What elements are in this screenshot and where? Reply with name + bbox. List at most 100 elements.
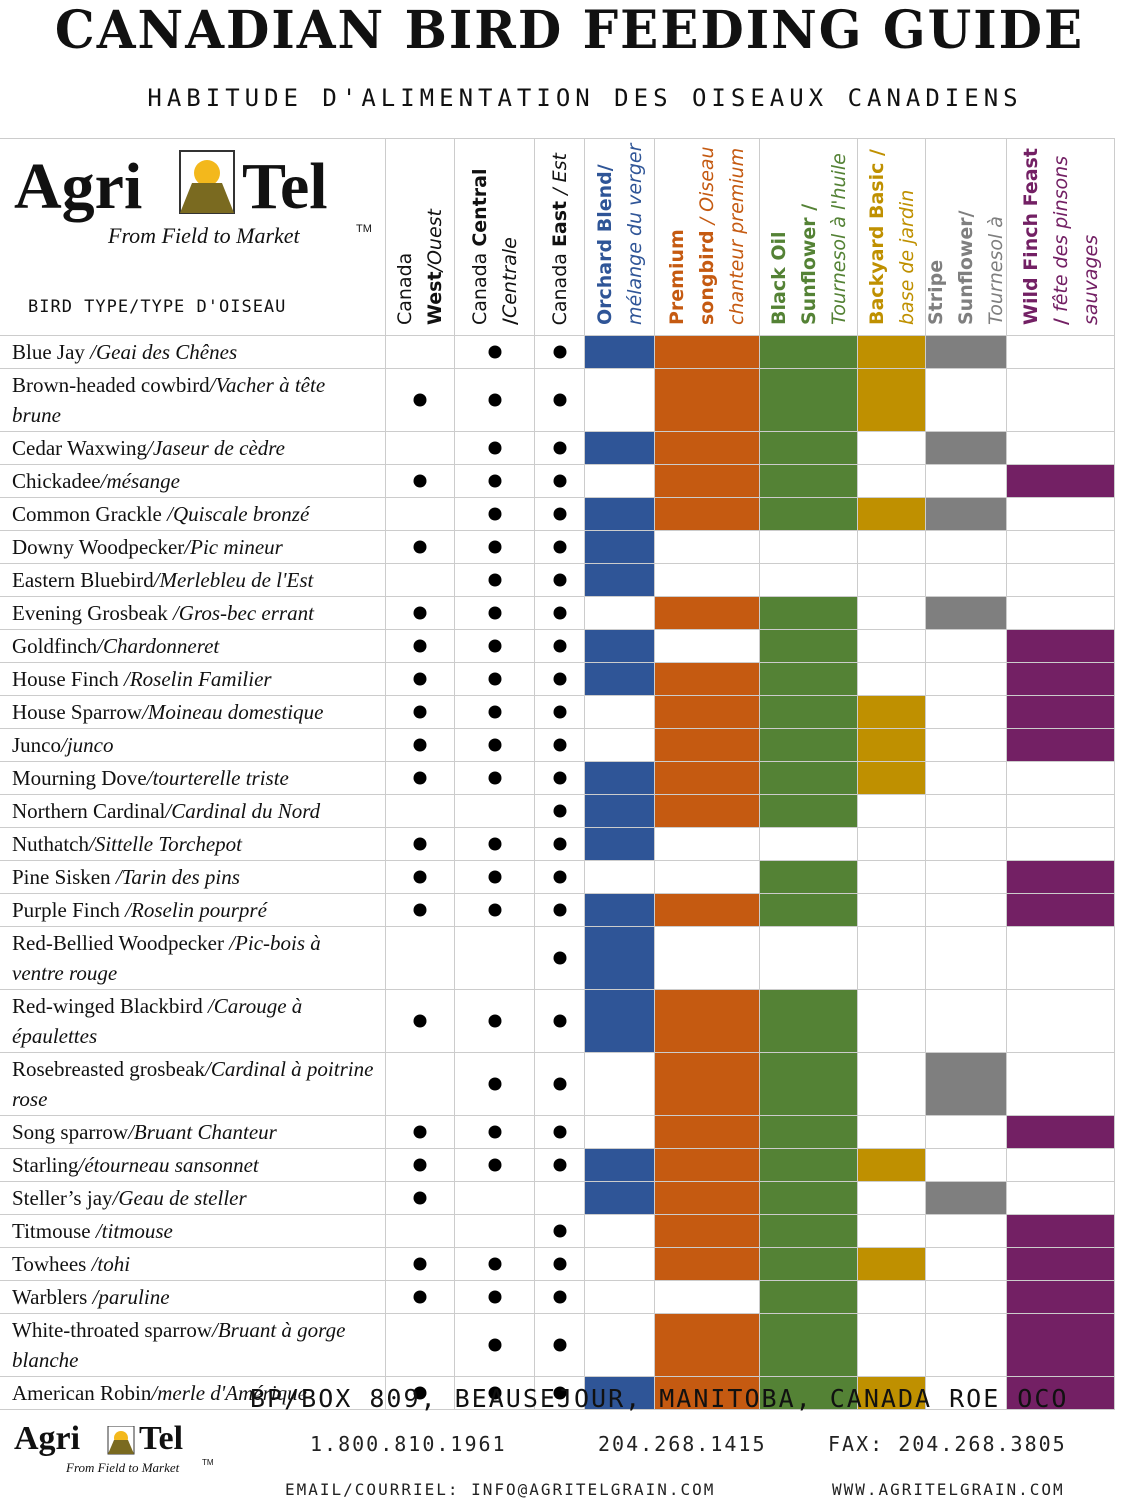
feed-cell (655, 336, 760, 369)
bird-name-en: Steller’s jay (12, 1186, 113, 1210)
dot (553, 1386, 566, 1400)
dot (413, 1125, 427, 1139)
bird-name-fr: /tohi (86, 1252, 131, 1276)
dot (553, 705, 566, 719)
region-cell (386, 894, 455, 927)
region-lead: Canada (468, 246, 491, 325)
feed-cell (1007, 696, 1115, 729)
bird-name-cell: White-throated sparrow/Bruant à gorge bl… (0, 1314, 386, 1377)
region-cell (535, 369, 585, 432)
feed-cell (1007, 990, 1115, 1053)
bird-name-cell: Chickadee/mésange (0, 465, 386, 498)
region-cell (386, 1281, 455, 1314)
region-cell (535, 927, 585, 990)
bird-name-cell: Brown-headed cowbird/Vacher à tête brune (0, 369, 386, 432)
logo-left: Agri (14, 150, 143, 223)
region-cell (455, 498, 535, 531)
bird-name-cell: House Finch /Roselin Familier (0, 663, 386, 696)
bird-name-fr: /Vacher à tête brune (12, 373, 326, 427)
region-cell (386, 1248, 455, 1281)
feed-cell (585, 1248, 655, 1281)
feed-cell (858, 597, 926, 630)
feed-cell (585, 1116, 655, 1149)
feed-cell (760, 1215, 858, 1248)
region-cell (535, 729, 585, 762)
bird-name-en: Warblers (12, 1285, 88, 1309)
dot (488, 1257, 501, 1271)
dot (553, 507, 566, 521)
feed-cell (926, 1248, 1007, 1281)
bird-name-cell: Common Grackle /Quiscale bronzé (0, 498, 386, 531)
bird-name-fr: /mésange (100, 469, 180, 493)
bird-name-cell: Downy Woodpecker/Pic mineur (0, 531, 386, 564)
region-name: East (548, 200, 571, 247)
bird-name-en: Common Grackle (12, 502, 162, 526)
dot (488, 393, 501, 407)
region-cell (535, 795, 585, 828)
region-cell (455, 795, 535, 828)
dot (488, 705, 501, 719)
bird-name-en: Brown-headed cowbird (12, 373, 210, 397)
feed-cell (1007, 861, 1115, 894)
region-cell (386, 795, 455, 828)
bird-name-cell: Goldfinch/Chardonneret (0, 630, 386, 663)
feed-cell (655, 828, 760, 861)
feed-cell (858, 1281, 926, 1314)
feed-header: Orchard Blend/ mélange du verger (590, 140, 650, 325)
feed-cell (655, 1281, 760, 1314)
dot (488, 1158, 501, 1172)
bird-name-cell: Rosebreasted grosbeak/Cardinal à poitrin… (0, 1053, 386, 1116)
bird-name-cell: Titmouse /titmouse (0, 1215, 386, 1248)
feed-cell (585, 1182, 655, 1215)
bird-name-fr: /Carouge à épaulettes (12, 994, 303, 1048)
region-cell (535, 663, 585, 696)
dot (413, 639, 427, 653)
feed-cell (655, 927, 760, 990)
dot (488, 606, 501, 620)
feed-cell (926, 465, 1007, 498)
region-cell (535, 1116, 585, 1149)
feed-cell (858, 465, 926, 498)
bird-name-en: Titmouse (12, 1219, 91, 1243)
feed-cell (655, 729, 760, 762)
bird-name-cell: Red-Bellied Woodpecker /Pic-bois à ventr… (0, 927, 386, 990)
region-cell (535, 465, 585, 498)
bird-name-cell: Red-winged Blackbird /Carouge à épaulett… (0, 990, 386, 1053)
dot (553, 951, 566, 965)
feed-cell (585, 696, 655, 729)
region-cell (535, 1314, 585, 1377)
feed-header-cell: Stripe Sunflower/ Tournesol à (925, 139, 1007, 336)
dot (553, 870, 566, 884)
region-cell (386, 762, 455, 795)
region-cell (455, 1377, 535, 1410)
bird-name-fr: /Geau de steller (112, 1186, 247, 1210)
feed-cell (858, 795, 926, 828)
feed-cell (1007, 1116, 1115, 1149)
region-cell (455, 369, 535, 432)
feed-cell (926, 1281, 1007, 1314)
bird-name-en: American Robin (12, 1381, 152, 1405)
region-cell (535, 696, 585, 729)
bird-name-en: Song sparrow (12, 1120, 129, 1144)
feed-cell (1007, 564, 1115, 597)
feed-cell (760, 1248, 858, 1281)
feed-cell (926, 1182, 1007, 1215)
table: Agri Tel From Field to Market TM BIRD TYPE/T… (0, 138, 1115, 1410)
region-cell (535, 1149, 585, 1182)
bird-name-fr: /paruline (87, 1285, 170, 1309)
dot (553, 1077, 566, 1091)
logo-tagline: From Field to Market (66, 1460, 180, 1475)
feed-cell (760, 1116, 858, 1149)
region-fr: / Est (548, 152, 571, 201)
feed-cell (655, 465, 760, 498)
feed-cell (585, 762, 655, 795)
region-cell (455, 630, 535, 663)
feed-name: Backyard Basic / (865, 149, 888, 325)
feed-cell (585, 1281, 655, 1314)
bird-name-en: Red-winged Blackbird (12, 994, 203, 1018)
logo-tm: TM (356, 223, 372, 235)
feed-cell (1007, 729, 1115, 762)
feed-cell (585, 630, 655, 663)
dot (553, 1257, 566, 1271)
